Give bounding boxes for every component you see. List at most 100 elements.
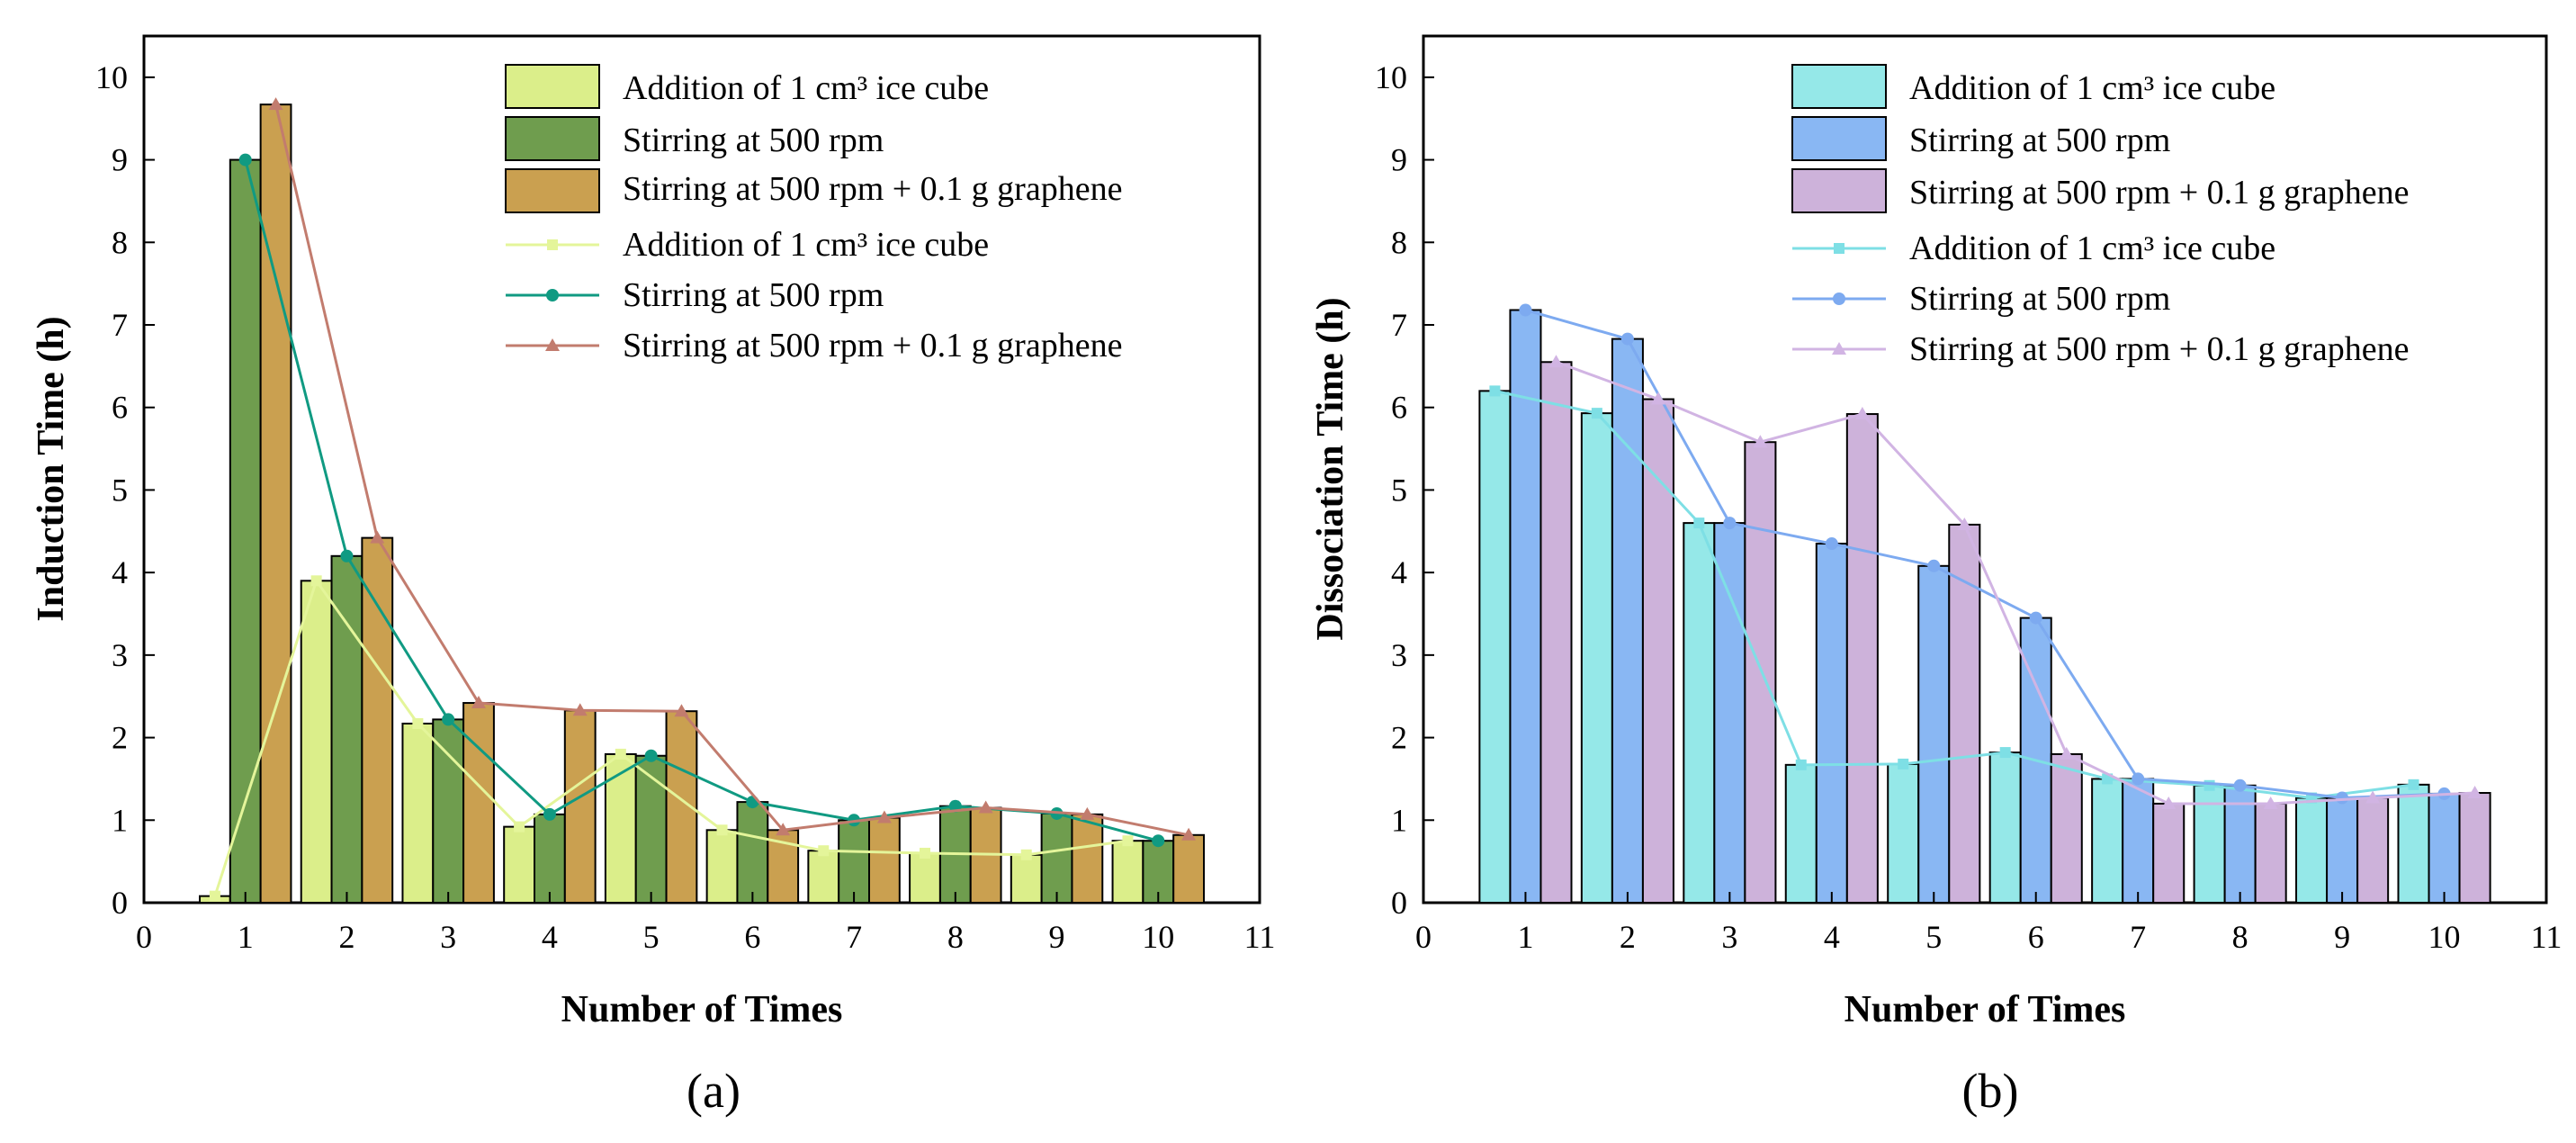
panel-b-x-tick-label: 11 (2531, 919, 2563, 955)
panel-a-bar-ice (807, 850, 840, 904)
panel-a-bar-stir (229, 158, 262, 904)
panel-a-point-stir (1152, 834, 1165, 848)
panel-a-x-tick-label: 7 (846, 919, 862, 955)
panel-b-line-graphene (1555, 360, 2475, 806)
panel-b-line-ice (1494, 389, 2414, 800)
panel-a-point-ice (514, 821, 525, 832)
panel-b-point-stir (1723, 517, 1737, 530)
panel-b-bar-stir (2428, 792, 2461, 904)
panel-a-x-tick-label: 11 (1244, 919, 1276, 955)
panel-b-point-ice (1591, 408, 1602, 419)
panel-b-y-tick-label: 5 (1391, 472, 1407, 508)
panel-a-x-tick-label: 5 (643, 919, 660, 955)
panel-b-bar-graphene (2152, 802, 2186, 904)
panel-b-bar-graphene (1539, 361, 1573, 904)
panel-a-point-ice (716, 824, 728, 836)
panel-a-x-tick-label: 1 (238, 919, 254, 955)
panel-b-x-tick-label: 6 (2028, 919, 2044, 955)
panel-a-x-tick-label: 0 (136, 919, 152, 955)
panel-a-bar-ice (604, 752, 637, 904)
panel-b-legend-swatch-graphene (1791, 168, 1887, 213)
panel-b-point-ice (2408, 778, 2419, 790)
panel-a-legend-label-stir: Stirring at 500 rpm (623, 122, 884, 159)
panel-a-bar-ice (300, 580, 333, 904)
panel-b-bar-stir (1509, 309, 1542, 904)
panel-b-bar-ice (2193, 784, 2226, 904)
panel-a-point-ice (1122, 835, 1134, 847)
panel-a-bar-stir (736, 801, 769, 904)
panel-a-point-stir (644, 749, 658, 762)
panel-a-point-graphene (776, 823, 791, 836)
panel-b-legend: Addition of 1 cm³ ice cube Stirring at 5… (1791, 64, 2409, 368)
panel-a-point-graphene (370, 530, 385, 544)
panel-b-point-stir (1825, 537, 1838, 551)
panel-a-y-tick-label: 7 (112, 307, 128, 343)
panel-a-y-tick-label: 2 (112, 720, 128, 756)
panel-b-line-stir (1525, 309, 2445, 800)
panel-a-bar-stir (432, 718, 465, 904)
panel-a-lines (209, 97, 1197, 902)
panel-b-y-tick-label: 8 (1391, 224, 1407, 260)
panel-a-y-tick-label: 1 (112, 802, 128, 838)
panel-b-bar-ice (2091, 778, 2124, 904)
panel-b-point-stir (1519, 303, 1532, 317)
panel-a-y-tick-label: 8 (112, 224, 128, 260)
panel-a-point-stir (340, 549, 354, 562)
panel-a-legend-line-label-ice: Addition of 1 cm³ ice cube (623, 226, 989, 264)
panel-a-point-graphene (674, 704, 689, 717)
panel-b-point-ice (1693, 518, 1705, 529)
panel-b-point-ice (2204, 779, 2215, 791)
panel-b-x-tick-label: 7 (2130, 919, 2146, 955)
panel-b-y-axis-title: Dissociation Time (h) (1310, 297, 1351, 640)
panel-a-legend-marker-graphene (545, 338, 560, 351)
panel-a-bar-graphene (259, 104, 292, 904)
panel-a-y-tick-label: 10 (95, 59, 128, 95)
panel-a-point-graphene (1181, 827, 1197, 841)
panel-b-x-tick-label: 3 (1721, 919, 1737, 955)
panel-b-point-ice (1489, 385, 1501, 397)
panel-a-bar-graphene (1071, 813, 1104, 904)
panel-a-bar-graphene (563, 709, 597, 904)
panel-a-bar-graphene (462, 702, 495, 904)
panel-b-point-ice (1999, 747, 2011, 759)
panel-a-bar-stir (634, 754, 668, 904)
panel-b-x-tick-label: 10 (2428, 919, 2461, 955)
panel-a-y-tick-label: 4 (112, 554, 128, 590)
panel-b-bar-graphene (2254, 802, 2287, 904)
panel-b-point-graphene (1753, 435, 1768, 448)
panel-a-point-ice (310, 575, 322, 587)
panel-b-bar-ice (1580, 412, 1613, 904)
panel-a-legend-line-label-stir: Stirring at 500 rpm (623, 276, 884, 314)
panel-b-legend-marker-graphene (1832, 342, 1846, 355)
panel-a-y-tick-label: 6 (112, 390, 128, 426)
panel-b-x-axis-title: Number of Times (1844, 989, 2126, 1030)
panel-a-point-stir (238, 153, 252, 166)
panel-b-bar-ice (2397, 783, 2430, 904)
panel-b-bar-ice (1478, 390, 1512, 904)
panel-b-bar-ice (2295, 796, 2329, 904)
panel-b-y-tick-label: 1 (1391, 802, 1407, 838)
panel-a-bar-ice (909, 851, 941, 904)
panel-b-legend-swatch-ice (1791, 64, 1887, 109)
panel-a-point-ice (1020, 849, 1032, 860)
panel-a-line-graphene (274, 104, 1189, 837)
panel-b-bar-graphene (1641, 398, 1674, 904)
panel-a-legend-marker-stir (546, 289, 559, 302)
panel-a-bar-ice (1111, 840, 1144, 904)
panel-b-bar-ice (1683, 522, 1716, 904)
panel-a-bar-ice (705, 829, 739, 904)
panel-b-bar-stir (1611, 338, 1644, 904)
panel-b-bar-stir (1917, 564, 1951, 904)
panel-b-legend-marker-stir (1833, 292, 1845, 305)
panel-b-label: (b) (1962, 1064, 2019, 1118)
panel-a-chart: 0 1 2 3 4 5 6 7 8 9 10 11 0 1 2 3 4 5 6 7 8 9 10 Number of Tim… (31, 34, 1276, 1118)
panel-a-legend-marker-ice (547, 239, 558, 250)
panel-a-label: (a) (687, 1064, 740, 1118)
panel-b-y-tick-label: 6 (1391, 390, 1407, 426)
panel-a-x-tick-label: 10 (1142, 919, 1174, 955)
panel-b-y-tick-label: 9 (1391, 142, 1407, 178)
panel-a-y-tick-label: 3 (112, 637, 128, 673)
panel-b-y-tick-label: 3 (1391, 637, 1407, 673)
panel-a-point-ice (209, 890, 220, 902)
panel-a-bar-ice (503, 825, 536, 904)
